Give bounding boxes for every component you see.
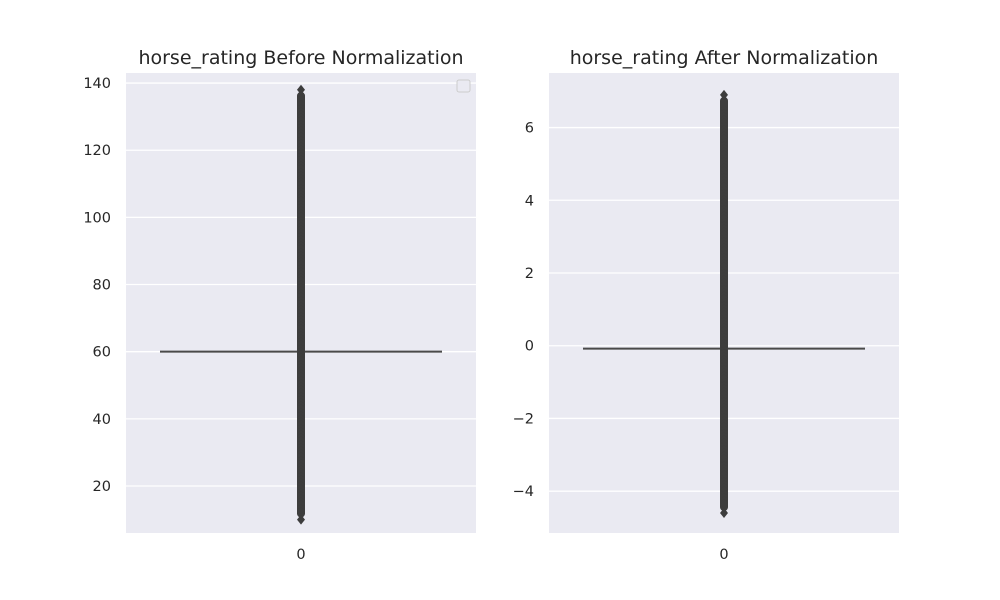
y-tick-label: 80 [93, 278, 111, 294]
chart-panel-after: −4 −2 0 2 4 6 0 horse_rating After Normalizat… [513, 47, 899, 563]
x-axis-ticks-before: 0 [296, 547, 305, 563]
y-tick-label: 6 [525, 121, 534, 137]
y-axis-ticks-before: 20 40 60 80 100 120 140 [83, 76, 111, 495]
y-tick-label: 2 [525, 266, 534, 282]
outlier-point [720, 508, 728, 518]
x-axis-ticks-after: 0 [719, 547, 728, 563]
chart-panel-before: 20 40 60 80 100 120 140 0 horse_rating Before … [83, 47, 476, 563]
outlier-point [720, 499, 728, 506]
y-tick-label: −4 [513, 484, 534, 500]
outliers-before [297, 84, 305, 525]
y-tick-label: 140 [83, 76, 111, 92]
y-tick-label: 120 [83, 143, 111, 159]
y-tick-label: 60 [93, 345, 111, 361]
chart-title-after: horse_rating After Normalization [570, 47, 879, 69]
outlier-point [720, 89, 728, 100]
y-tick-label: 40 [93, 412, 111, 428]
outliers-after [720, 89, 728, 518]
y-axis-ticks-after: −4 −2 0 2 4 6 [513, 121, 534, 501]
y-tick-label: −2 [513, 411, 534, 427]
outlier-point [297, 506, 305, 514]
outlier-point [297, 514, 305, 525]
y-tick-label: 100 [83, 210, 111, 226]
x-tick-label: 0 [296, 547, 305, 563]
chart-title-before: horse_rating Before Normalization [138, 47, 463, 69]
y-tick-label: 4 [525, 193, 534, 209]
y-tick-label: 20 [93, 479, 111, 495]
outlier-point [297, 84, 305, 95]
y-tick-label: 0 [525, 339, 534, 355]
legend-box [456, 79, 471, 93]
x-tick-label: 0 [719, 547, 728, 563]
